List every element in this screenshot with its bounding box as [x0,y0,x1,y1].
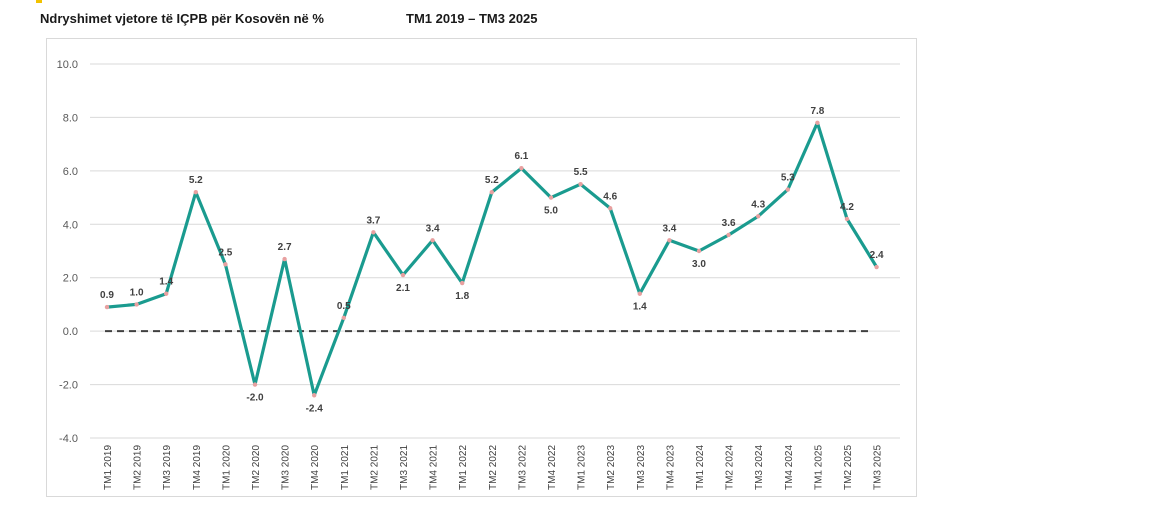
data-point [371,230,376,235]
data-point [164,291,169,296]
x-tick-label: TM4 2021 [429,445,440,490]
chart-title: Ndryshimet vjetore të IÇPB për Kosovën n… [40,11,324,26]
y-tick-label: 2.0 [63,273,78,285]
x-tick-label: TM1 2023 [577,445,588,490]
y-tick-label: 8.0 [63,112,78,124]
x-tick-label: TM2 2022 [488,445,499,490]
y-tick-label: 0.0 [63,326,78,338]
data-point [756,214,761,219]
data-label: 3.0 [692,259,706,270]
data-point [667,238,672,243]
x-tick-label: TM4 2019 [192,445,203,490]
data-label: 4.2 [840,202,854,213]
y-tick-label: 4.0 [63,219,78,231]
data-point [874,264,879,270]
data-point [696,248,702,254]
data-label: -2.4 [306,403,324,414]
data-label: 3.4 [426,223,440,234]
data-label: 6.1 [514,151,528,162]
data-label: 1.4 [159,277,173,288]
data-point [252,382,258,387]
data-label: 3.6 [722,218,736,229]
y-tick-label: 6.0 [63,166,78,178]
data-point [519,165,524,171]
y-tick-label: -4.0 [59,433,78,445]
data-label: 5.2 [485,175,499,186]
x-tick-label: TM2 2021 [369,445,380,490]
data-label: 4.3 [751,199,765,210]
data-point [726,232,731,238]
y-tick-label: -2.0 [59,380,78,392]
x-tick-label: TM1 2025 [813,445,824,490]
data-point [430,238,435,243]
data-label: 1.8 [455,291,469,302]
accent-mark [36,0,42,3]
x-tick-label: TM2 2025 [843,445,854,490]
data-point [282,256,287,262]
data-label: 1.4 [633,302,647,313]
data-point [608,206,613,211]
x-tick-label: TM3 2022 [517,445,528,490]
data-label: -2.0 [246,393,264,404]
data-point [489,190,494,195]
data-label: 3.4 [662,223,676,234]
data-point [223,262,228,267]
x-tick-label: TM3 2025 [873,445,884,490]
data-label: 1.0 [130,287,144,298]
data-label: 7.8 [810,106,824,117]
data-label: 5.0 [544,206,558,217]
x-tick-label: TM1 2024 [695,445,706,490]
data-label: 5.3 [781,173,795,184]
x-tick-label: TM4 2020 [310,445,321,490]
data-point [637,291,642,296]
x-tick-label: TM3 2020 [281,445,292,490]
x-tick-label: TM3 2024 [754,445,765,490]
x-tick-label: TM2 2024 [725,445,736,490]
chart-frame [46,38,917,497]
data-point [400,272,406,278]
data-label: 2.1 [396,283,410,294]
data-label: 5.5 [574,167,588,178]
x-tick-label: TM2 2020 [251,445,262,490]
data-point [578,182,583,187]
x-tick-label: TM1 2021 [340,445,351,490]
chart-period: TM1 2019 – TM3 2025 [406,11,538,26]
data-point [341,315,346,320]
data-point [193,190,198,195]
data-label: 2.5 [218,247,232,258]
x-tick-label: TM2 2019 [133,445,144,490]
x-tick-label: TM2 2023 [606,445,617,490]
data-point [844,216,850,222]
x-tick-label: TM4 2023 [665,445,676,490]
data-label: 3.7 [366,215,380,226]
x-tick-label: TM1 2019 [103,445,114,490]
data-point [460,280,465,286]
data-point [104,304,110,310]
data-point [815,120,820,125]
data-label: 2.7 [278,242,292,253]
x-tick-label: TM1 2022 [458,445,469,490]
data-label: 4.6 [603,191,617,202]
x-tick-label: TM3 2019 [162,445,173,490]
x-tick-label: TM3 2021 [399,445,410,490]
data-label: 0.5 [337,301,351,312]
x-tick-label: TM3 2023 [636,445,647,490]
y-tick-label: 10.0 [57,59,78,71]
x-tick-label: TM1 2020 [221,445,232,490]
data-point [785,187,790,192]
data-label: 2.4 [870,250,884,261]
data-point [312,393,317,398]
data-label: 5.2 [189,175,203,186]
x-tick-label: TM4 2024 [784,445,795,490]
data-point [134,302,139,307]
data-point [548,195,554,200]
data-label: 0.9 [100,290,114,301]
x-tick-label: TM4 2022 [547,445,558,490]
series-line [105,121,879,397]
